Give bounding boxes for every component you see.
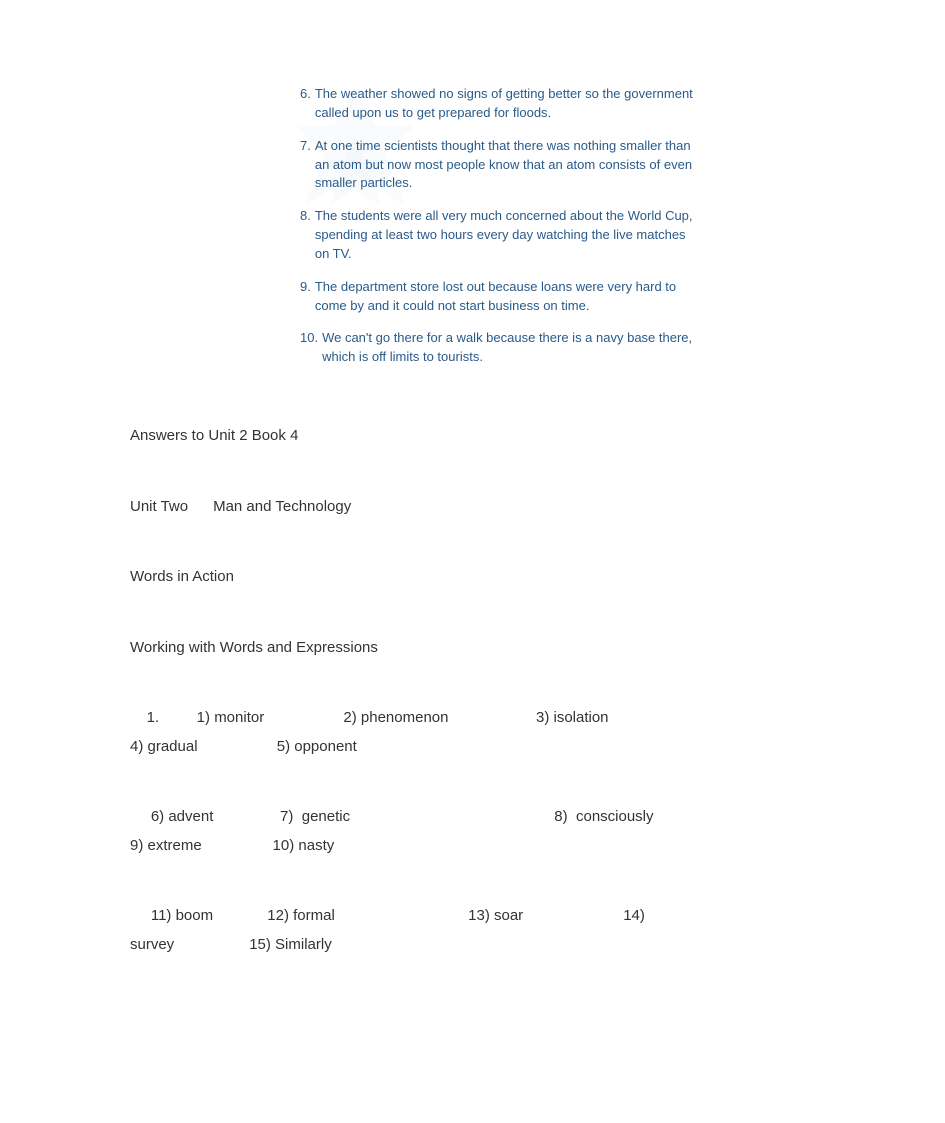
blue-item-9: 9. The department store lost out because…: [300, 278, 700, 316]
answer-row: 11) boom 12) formal 13) soar 14): [130, 902, 815, 931]
answer-row: survey 15) Similarly: [130, 931, 815, 960]
page-container: 6. The weather showed no signs of gettin…: [0, 0, 945, 1123]
item-number: 7.: [300, 137, 311, 194]
answer-block-3: 11) boom 12) formal 13) soar 14) survey …: [130, 902, 815, 959]
item-text: At one time scientists thought that ther…: [315, 137, 700, 194]
item-text: The department store lost out because lo…: [315, 278, 700, 316]
answer-row: 9) extreme 10) nasty: [130, 832, 815, 861]
main-heading: Answers to Unit 2 Book 4: [130, 422, 815, 451]
blue-item-7: 7. At one time scientists thought that t…: [300, 137, 700, 194]
blue-item-10: 10. We can't go there for a walk because…: [300, 329, 700, 367]
blue-item-8: 8. The students were all very much conce…: [300, 207, 700, 264]
answer-row: 6) advent 7) genetic 8) consciously: [130, 803, 815, 832]
subsection-heading: Working with Words and Expressions: [130, 634, 815, 663]
item-number: 6.: [300, 85, 311, 123]
answer-block-2: 6) advent 7) genetic 8) consciously 9) e…: [130, 803, 815, 860]
unit-heading: Unit Two Man and Technology: [130, 493, 815, 522]
blue-answers-section: 6. The weather showed no signs of gettin…: [300, 85, 700, 367]
item-text: The students were all very much concerne…: [315, 207, 700, 264]
item-text: We can't go there for a walk because the…: [322, 329, 700, 367]
answer-row: 1. 1) monitor 2) phenomenon 3) isolation: [130, 704, 815, 733]
blue-item-6: 6. The weather showed no signs of gettin…: [300, 85, 700, 123]
item-text: The weather showed no signs of getting b…: [315, 85, 700, 123]
item-number: 10.: [300, 329, 318, 367]
item-number: 8.: [300, 207, 311, 264]
item-number: 9.: [300, 278, 311, 316]
black-content-section: Answers to Unit 2 Book 4 Unit Two Man an…: [130, 422, 815, 959]
section-heading: Words in Action: [130, 563, 815, 592]
answer-block-1: 1. 1) monitor 2) phenomenon 3) isolation…: [130, 704, 815, 761]
answer-row: 4) gradual 5) opponent: [130, 733, 815, 762]
